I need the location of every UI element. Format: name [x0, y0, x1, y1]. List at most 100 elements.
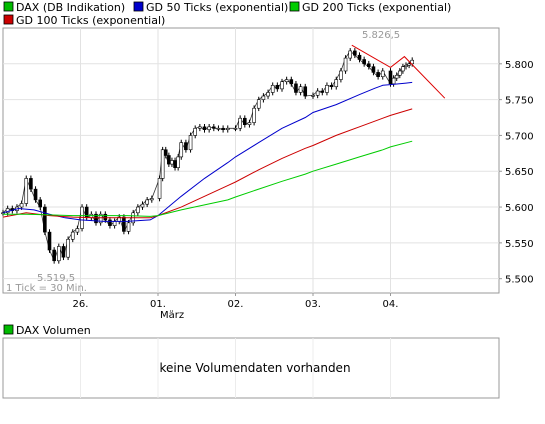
- price-candle: [261, 95, 266, 100]
- legend-label-gd100: GD 100 Ticks (exponential): [16, 14, 165, 27]
- price-candle: [170, 160, 174, 165]
- price-candle: [325, 84, 329, 93]
- price-candle: [202, 126, 207, 131]
- price-candle: [320, 90, 325, 93]
- price-candle: [391, 77, 396, 85]
- volume-frame: [2, 337, 500, 399]
- price-candle: [98, 213, 103, 224]
- x-tick-label: 03.: [305, 299, 321, 310]
- x-axis: 26. 01. 02. 03. 04.: [73, 293, 399, 310]
- price-candle: [29, 178, 33, 190]
- price-candle: [160, 149, 165, 179]
- price-candle: [334, 79, 339, 88]
- price-candle: [256, 99, 261, 109]
- series-line-gd-200-ticks-exponential: [3, 140, 413, 217]
- price-candle: [388, 70, 393, 85]
- price-candle: [233, 127, 238, 130]
- y-tick-label: 5.550: [505, 239, 534, 250]
- x-tick-label: 04.: [383, 299, 399, 310]
- price-candle: [394, 74, 399, 79]
- series-line-gd-50-ticks-exponential: [2, 81, 413, 222]
- plot-frame: [2, 27, 500, 294]
- price-candle: [179, 142, 184, 158]
- price-candle: [145, 199, 149, 205]
- price-candle: [43, 206, 47, 233]
- price-candle: [315, 90, 320, 96]
- price-candle: [266, 92, 270, 97]
- price-candle: [163, 149, 168, 156]
- price-candle: [407, 63, 411, 66]
- x-tick-label: 01.: [150, 299, 166, 310]
- price-candle: [173, 160, 177, 168]
- volume-message: keine Volumendaten vorhanden: [159, 361, 350, 375]
- price-candle: [221, 127, 225, 131]
- y-tick-label: 5.650: [505, 167, 534, 178]
- price-candle: [136, 206, 140, 214]
- price-candle: [353, 50, 357, 56]
- legend-label-gd50: GD 50 Ticks (exponential): [146, 1, 288, 14]
- price-candle: [198, 126, 202, 129]
- price-candle: [348, 50, 353, 59]
- price-candle: [38, 199, 43, 208]
- price-candle: [24, 178, 29, 204]
- price-candle: [280, 81, 284, 90]
- legend-label-dax: DAX (DB Indikation): [16, 1, 125, 14]
- price-candle: [401, 66, 405, 72]
- legend-swatch-gd200: [289, 1, 300, 12]
- legend-label-gd200: GD 200 Ticks (exponential): [302, 1, 451, 14]
- price-candle: [150, 198, 154, 201]
- volume-legend-label: DAX Volumen: [16, 324, 91, 337]
- price-candle: [380, 70, 385, 78]
- price-candle: [212, 126, 216, 129]
- price-candle: [376, 72, 380, 78]
- price-candle: [275, 84, 280, 90]
- price-candle: [366, 63, 371, 67]
- price-candle: [329, 84, 334, 88]
- price-candle: [112, 221, 117, 226]
- price-candle: [397, 70, 402, 76]
- price-candle: [33, 188, 38, 201]
- volume-grid: [80, 338, 391, 398]
- price-candle: [103, 213, 108, 221]
- y-tick-label: 5.500: [505, 275, 534, 286]
- price-candle: [157, 178, 162, 199]
- interval-annotation: 1 Tick = 30 Min.: [6, 283, 87, 294]
- price-candle: [294, 83, 298, 93]
- volume-legend-swatch: [3, 324, 14, 335]
- price-candle: [140, 203, 145, 208]
- series-layer: [1, 44, 446, 264]
- price-candle: [238, 117, 242, 129]
- price-candle: [52, 249, 56, 262]
- series-line-trend: [351, 44, 446, 99]
- price-candle: [298, 86, 303, 93]
- price-candle: [404, 64, 408, 67]
- high-annotation: 5.826,5: [362, 30, 400, 41]
- y-tick-label: 5.700: [505, 131, 534, 142]
- price-candle: [193, 127, 197, 136]
- price-candle: [19, 203, 24, 208]
- price-candle: [303, 86, 308, 97]
- price-candle: [225, 127, 230, 131]
- price-candle: [343, 57, 348, 72]
- price-candle: [252, 107, 256, 123]
- legend-swatch-gd100: [3, 14, 14, 25]
- low-annotation: 5.519,5: [37, 273, 75, 284]
- price-candle: [56, 246, 61, 262]
- price-candle: [126, 222, 131, 232]
- x-sublabel: März: [160, 310, 184, 321]
- price-candle: [167, 155, 171, 165]
- y-tick-label: 5.750: [505, 96, 534, 107]
- price-candle: [216, 127, 221, 130]
- price-candle: [243, 117, 247, 125]
- price-candle: [70, 231, 75, 240]
- price-candle: [410, 59, 415, 65]
- price-candle: [66, 238, 70, 258]
- price-candle: [108, 219, 112, 226]
- price-candle: [122, 216, 126, 232]
- price-candle: [362, 59, 366, 65]
- price-candle: [176, 156, 180, 168]
- y-tick-label: 5.600: [505, 203, 534, 214]
- series-line-gd-100-ticks-exponential: [2, 108, 413, 219]
